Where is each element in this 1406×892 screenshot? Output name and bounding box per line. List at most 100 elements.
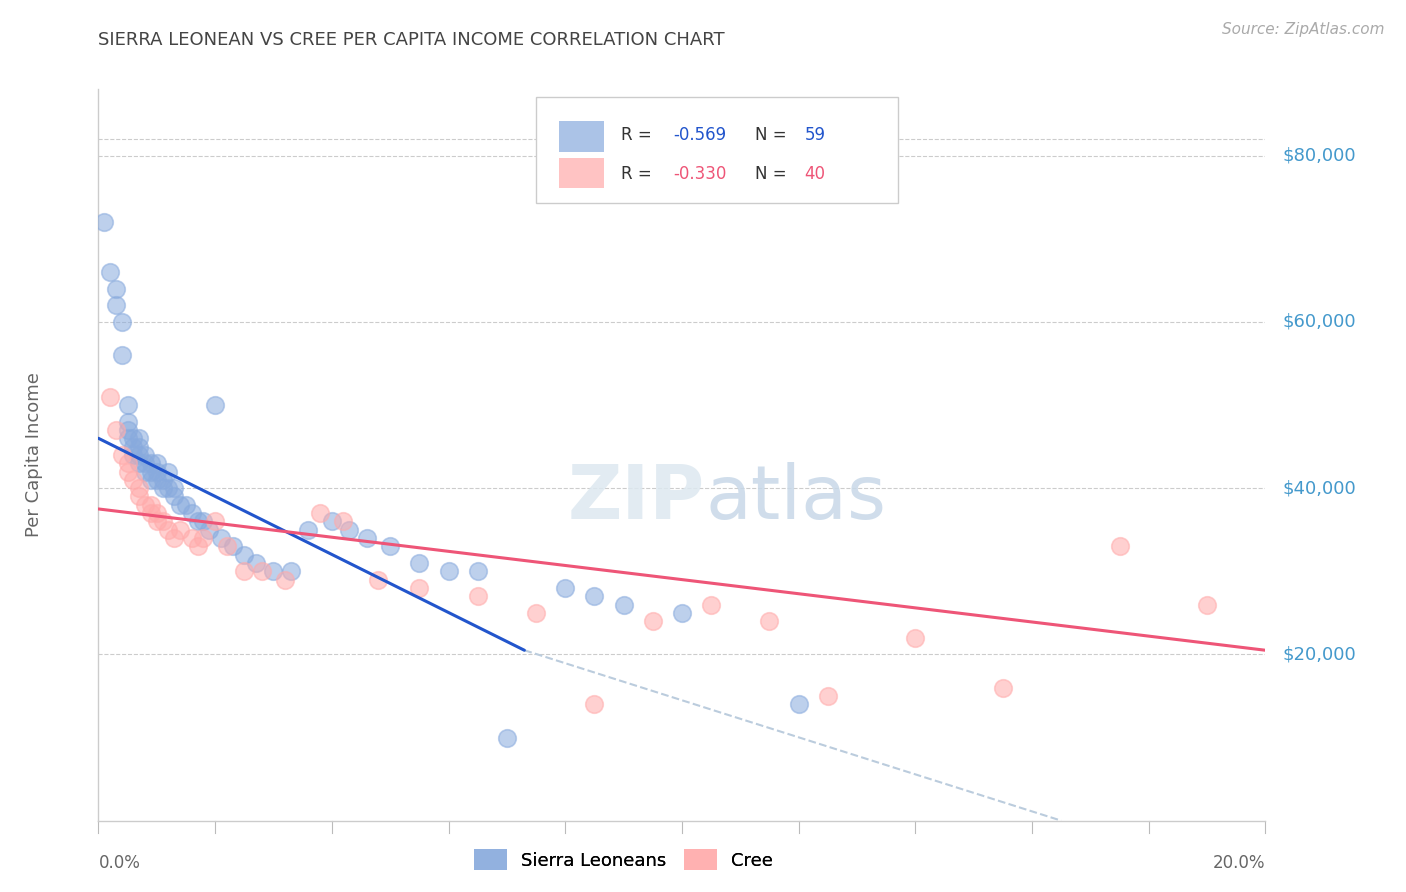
- Point: [297, 523, 319, 537]
- Point: [163, 490, 186, 504]
- Point: [245, 556, 267, 570]
- Point: [193, 531, 215, 545]
- Point: [134, 465, 156, 479]
- Point: [262, 564, 284, 578]
- Point: [139, 506, 162, 520]
- Point: [146, 473, 169, 487]
- Point: [215, 539, 238, 553]
- Point: [408, 581, 430, 595]
- Point: [378, 539, 402, 553]
- Point: [309, 506, 332, 520]
- Point: [554, 581, 576, 595]
- Point: [117, 431, 139, 445]
- Point: [104, 282, 127, 296]
- Point: [122, 473, 145, 487]
- Point: [117, 398, 139, 412]
- Point: [180, 506, 202, 520]
- Point: [122, 440, 145, 454]
- Point: [152, 473, 174, 487]
- Point: [991, 681, 1014, 695]
- Text: ZIP: ZIP: [568, 462, 706, 535]
- Point: [139, 456, 162, 470]
- Point: [583, 589, 606, 603]
- Point: [641, 614, 664, 628]
- Point: [128, 440, 150, 454]
- Point: [337, 523, 360, 537]
- Point: [157, 465, 180, 479]
- Point: [117, 423, 139, 437]
- Point: [274, 573, 297, 587]
- Point: [1108, 539, 1130, 553]
- Point: [134, 498, 156, 512]
- FancyBboxPatch shape: [560, 158, 603, 188]
- Point: [163, 531, 186, 545]
- Text: R =: R =: [621, 126, 657, 144]
- Point: [111, 315, 134, 329]
- Point: [104, 298, 127, 312]
- Text: N =: N =: [755, 126, 793, 144]
- Point: [233, 564, 256, 578]
- Point: [93, 215, 115, 229]
- Point: [367, 573, 389, 587]
- Point: [198, 523, 221, 537]
- Point: [157, 523, 180, 537]
- Point: [157, 481, 180, 495]
- Point: [128, 481, 150, 495]
- Text: 40: 40: [804, 165, 825, 183]
- Point: [163, 481, 186, 495]
- Point: [98, 265, 121, 279]
- Point: [700, 598, 723, 612]
- Text: R =: R =: [621, 165, 657, 183]
- Point: [146, 506, 169, 520]
- Point: [495, 731, 517, 745]
- Point: [111, 348, 134, 362]
- Point: [169, 498, 191, 512]
- Point: [408, 556, 430, 570]
- Text: $40,000: $40,000: [1282, 479, 1357, 497]
- Point: [204, 515, 226, 529]
- Text: 0.0%: 0.0%: [98, 854, 141, 871]
- FancyBboxPatch shape: [536, 96, 898, 202]
- Point: [139, 465, 162, 479]
- Text: -0.569: -0.569: [673, 126, 727, 144]
- Point: [332, 515, 354, 529]
- Point: [321, 515, 343, 529]
- Point: [174, 498, 197, 512]
- Point: [187, 539, 209, 553]
- Text: $80,000: $80,000: [1282, 146, 1357, 165]
- Point: [180, 531, 202, 545]
- Point: [152, 481, 174, 495]
- Point: [134, 448, 156, 462]
- Point: [122, 448, 145, 462]
- Point: [671, 606, 693, 620]
- Point: [146, 465, 169, 479]
- Point: [128, 448, 150, 462]
- Point: [146, 456, 169, 470]
- Text: $20,000: $20,000: [1282, 646, 1357, 664]
- Point: [111, 448, 134, 462]
- Point: [104, 423, 127, 437]
- Point: [817, 689, 839, 703]
- Text: 20.0%: 20.0%: [1213, 854, 1265, 871]
- Point: [1195, 598, 1218, 612]
- Point: [221, 539, 243, 553]
- Point: [524, 606, 547, 620]
- Text: -0.330: -0.330: [673, 165, 727, 183]
- Point: [117, 415, 139, 429]
- Point: [128, 456, 150, 470]
- Point: [128, 431, 150, 445]
- Legend: Sierra Leoneans, Cree: Sierra Leoneans, Cree: [467, 842, 780, 878]
- Point: [204, 398, 226, 412]
- Point: [117, 456, 139, 470]
- Point: [437, 564, 460, 578]
- Text: Per Capita Income: Per Capita Income: [25, 373, 44, 537]
- Text: atlas: atlas: [706, 462, 886, 535]
- Point: [250, 564, 273, 578]
- Text: SIERRA LEONEAN VS CREE PER CAPITA INCOME CORRELATION CHART: SIERRA LEONEAN VS CREE PER CAPITA INCOME…: [98, 31, 725, 49]
- Point: [787, 698, 810, 712]
- Point: [209, 531, 232, 545]
- Point: [233, 548, 256, 562]
- FancyBboxPatch shape: [560, 121, 603, 152]
- Point: [193, 515, 215, 529]
- Point: [467, 589, 489, 603]
